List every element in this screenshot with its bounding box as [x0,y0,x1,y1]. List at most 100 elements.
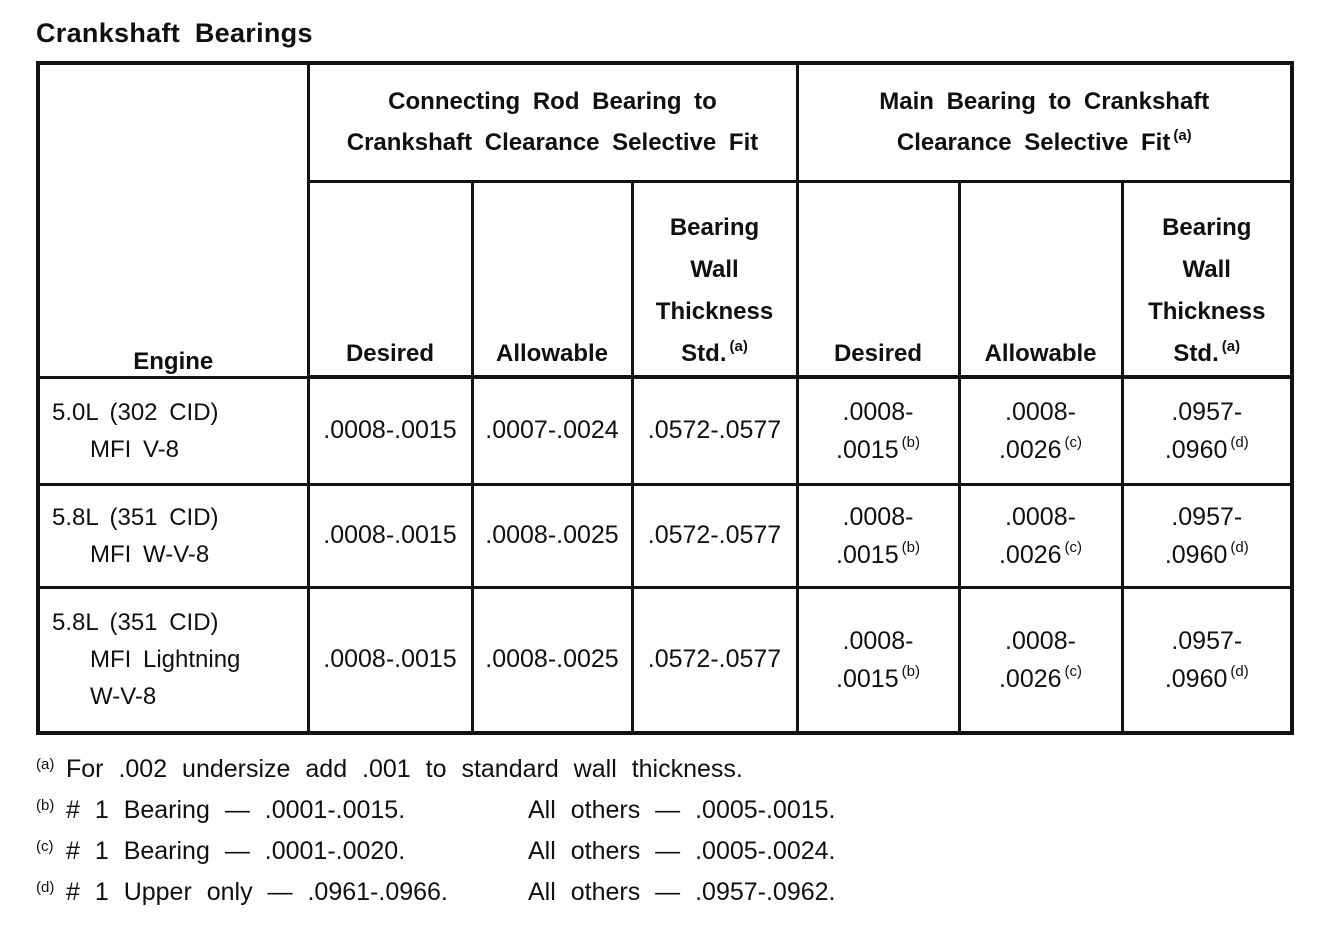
main-allowable-header: Allowable [957,179,1124,379]
value-text: .0026 [998,540,1062,569]
sub-header-line: Wall [690,256,739,283]
value-line: .0008- [1005,397,1076,426]
engine-name-line: 5.8L (351 CID) [52,503,219,531]
group-header-line: Main Bearing to Crankshaft [879,88,1210,116]
value-line: .0015 (b) [799,536,958,574]
value-line: .0026 (c) [961,536,1121,574]
table-row: 5.8L (351 CID) MFI Lightning W-V-8.0008-.0… [36,585,1294,735]
engine-name-line: MFI W-V-8 [90,540,210,568]
value-line: .0008- [842,626,914,655]
footnote-text-all-others: All others — .0005-.0015. [528,796,836,824]
sub-header-label: Desired [345,340,435,367]
table-header: Engine Connecting Rod Bearing to Cranksh… [36,61,1294,379]
value-text: .0026 [998,664,1062,693]
value-line: .0015 (b) [799,660,958,698]
footnote-ref: (b) [901,663,920,681]
engine-name-line: 5.0L (302 CID) [52,398,219,426]
footnote-text: # 1 Bearing — .0001-.0020. [66,837,406,865]
conrod-desired-cell: .0008-.0015 [306,482,474,589]
sub-header-line: Bearing [669,214,760,241]
main-wall-thickness-cell: .0957- .0960 (d) [1120,375,1294,486]
footnote-text-all-others: All others — .0005-.0024. [528,837,836,865]
conrod-desired-cell: .0008-.0015 [306,375,474,486]
value-text: .0015 [836,664,899,693]
footnote-ref: (b) [901,539,920,557]
conrod-allowable-cell: .0007-.0024 [470,375,634,486]
conrod-wall-thickness-header: Bearing Wall Thickness Std. (a) [630,179,799,379]
conrod-allowable-header: Allowable [470,179,634,379]
footnote-ref: (d) [1230,434,1249,452]
footnote-ref-a: (a) [1221,338,1241,355]
footnote-line: (d) # 1 Upper only — .0961-.0966. All othe… [36,878,1328,919]
value-line: .0008- [842,397,914,426]
footnote-text: For .002 undersize add .001 to standard … [66,755,743,783]
main-allowable-cell: .0008- .0026 (c) [957,482,1124,589]
value-line: .0026 (c) [961,660,1121,698]
main-group-header: Main Bearing to Crankshaft Clearance Sel… [795,61,1294,183]
footnote-ref: (c) [1064,539,1083,557]
table-row: 5.8L (351 CID) MFI W-V-8.0008-.0015.0008-… [36,482,1294,589]
conrod-wall-thickness-cell: .0572-.0577 [630,482,799,589]
footnote-line: (b) # 1 Bearing — .0001-.0015. All others … [36,796,1328,837]
value-text: .0960 [1164,435,1228,464]
sub-header-label: Allowable [495,340,609,367]
conrod-allowable-cell: .0008-.0025 [470,585,634,735]
value-line: .0957- [1171,626,1243,655]
value-text: .0015 [836,435,899,464]
table-row: 5.0L (302 CID) MFI V-8.0008-.0015.0007-.0… [36,375,1294,486]
engine-name-line: MFI V-8 [90,435,180,463]
value-line: .0957- [1171,397,1243,426]
main-desired-cell: .0008- .0015 (b) [795,482,961,589]
sub-header-line: Std. (a) [634,333,796,375]
footnote-text: # 1 Bearing — .0001-.0015. [66,796,406,824]
value-line: .0957- [1171,502,1243,531]
value-line: .0026 (c) [961,431,1121,469]
value-line: .0960 (d) [1124,660,1291,698]
engine-cell: 5.8L (351 CID) MFI Lightning W-V-8 [36,585,310,735]
sub-header-text: Std. [681,340,727,367]
footnote-marker: (a) [36,756,55,773]
main-desired-cell: .0008- .0015 (b) [795,585,961,735]
group-header-text: Clearance Selective Fit [896,129,1171,157]
engine-column-header: Engine [36,61,310,379]
engine-name-line: W-V-8 [90,683,157,711]
footnote-line: (a) For .002 undersize add .001 to standa… [36,755,1328,796]
engine-name-line: 5.8L (351 CID) [52,609,219,637]
footnote-line: (c) # 1 Bearing — .0001-.0020. All others … [36,837,1328,878]
sub-header-row: Desired Allowable Bearing Wall Thickness… [38,179,1294,379]
value-line: .0008- [842,502,914,531]
footnote-ref: (d) [1230,539,1249,557]
main-desired-header: Desired [795,179,961,379]
table-body: 5.0L (302 CID) MFI V-8.0008-.0015.0007-.0… [36,375,1294,735]
sub-header-line: Bearing [1162,214,1252,241]
sub-header-label: Desired [833,340,923,367]
footnote-ref: (c) [1064,663,1083,681]
conrod-desired-cell: .0008-.0015 [306,585,474,735]
sub-header-text: Std. [1173,340,1219,367]
footnote-ref-a: (a) [1173,127,1192,145]
footnote-text-all-others: All others — .0957-.0962. [528,878,836,906]
sub-header-line: Thickness [655,298,774,325]
footnote-marker: (c) [36,838,54,855]
value-line: .0960 (d) [1124,536,1291,574]
group-header-line: Crankshaft Clearance Selective Fit [346,129,759,157]
conrod-wall-thickness-cell: .0572-.0577 [630,585,799,735]
value-text: .0026 [998,435,1062,464]
crankshaft-bearings-table: Engine Connecting Rod Bearing to Cranksh… [36,61,1295,735]
engine-cell: 5.0L (302 CID) MFI V-8 [36,375,310,486]
main-wall-thickness-header: Bearing Wall Thickness Std. (a) [1120,179,1294,379]
value-line: .0960 (d) [1124,431,1291,469]
sub-header-line: Std. (a) [1124,333,1291,375]
footnote-ref-a: (a) [729,338,748,355]
main-wall-thickness-cell: .0957- .0960 (d) [1120,585,1294,735]
footnotes: (a) For .002 undersize add .001 to standa… [36,755,1328,919]
group-header-row: Engine Connecting Rod Bearing to Cranksh… [36,61,1294,379]
main-desired-cell: .0008- .0015 (b) [795,375,961,486]
value-text: .0015 [836,540,899,569]
engine-header-label: Engine [133,347,214,375]
sub-header-line: Thickness [1148,298,1266,325]
conrod-group-header: Connecting Rod Bearing to Crankshaft Cle… [306,61,799,183]
value-line: .0015 (b) [799,431,958,469]
value-line: .0008- [1005,626,1076,655]
